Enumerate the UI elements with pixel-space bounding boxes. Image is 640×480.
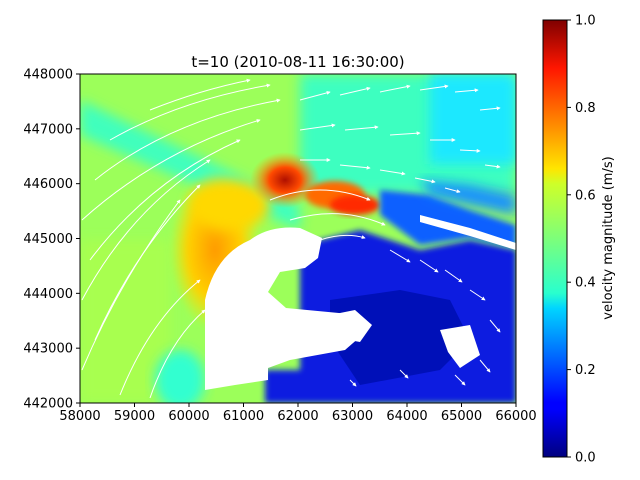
x-tick-label: 62000 <box>277 409 318 424</box>
colorbar-tick-label: 0.2 <box>575 363 596 378</box>
y-tick-label: 446000 <box>23 177 73 192</box>
velocity-arrows <box>81 78 501 399</box>
colorbar-tick-label: 0.8 <box>575 101 596 116</box>
y-tick-label: 442000 <box>23 397 73 412</box>
y-tick-label: 445000 <box>23 232 73 247</box>
chart-title: t=10 (2010-08-11 16:30:00) <box>191 53 404 71</box>
y-tick-label: 447000 <box>23 122 73 137</box>
colorbar-tick-label: 1.0 <box>575 14 596 29</box>
x-tick-label: 60000 <box>168 409 209 424</box>
velocity-field <box>80 74 516 403</box>
colorbar-tick-label: 0.4 <box>575 276 596 291</box>
colorbar <box>542 19 568 458</box>
x-tick-label: 66000 <box>495 409 536 424</box>
colorbar-tick-label: 0.0 <box>575 451 596 466</box>
x-tick-label: 63000 <box>332 409 373 424</box>
x-tick-label: 65000 <box>441 409 482 424</box>
y-tick-label: 443000 <box>23 342 73 357</box>
x-tick-label: 58000 <box>59 409 100 424</box>
x-tick-label: 59000 <box>114 409 155 424</box>
x-tick-label: 61000 <box>223 409 264 424</box>
colorbar-label: velocity magnitude (m/s) <box>601 156 616 319</box>
colorbar-axis: 0.0 0.2 0.4 0.6 0.8 1.0 <box>567 14 596 466</box>
colorbar-tick-label: 0.6 <box>575 188 596 203</box>
y-tick-label: 448000 <box>23 68 73 83</box>
x-axis: 58000 59000 60000 61000 62000 63000 64000 65000… <box>59 403 537 424</box>
x-tick-label: 64000 <box>386 409 427 424</box>
y-axis: 442000 443000 444000 445000 446000 447000 4480… <box>23 68 80 412</box>
y-tick-label: 444000 <box>23 287 73 302</box>
